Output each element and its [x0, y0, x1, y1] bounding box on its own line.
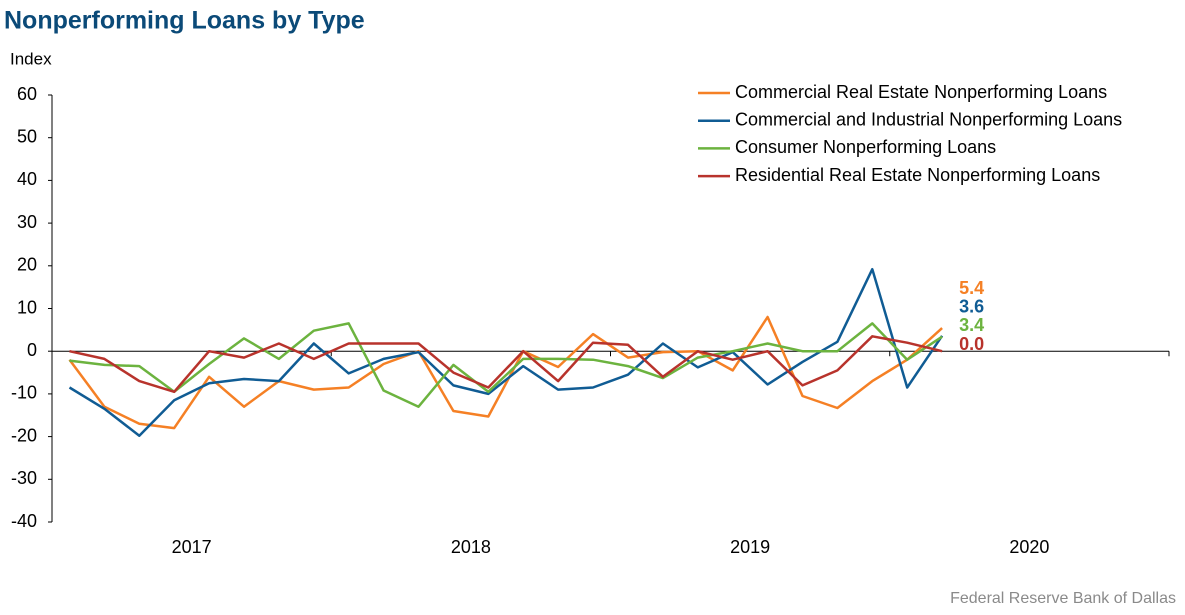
end-value-label: 0.0: [959, 334, 984, 354]
y-tick-label: -40: [11, 511, 37, 531]
series-line: [69, 322, 943, 408]
y-tick-label: 0: [27, 340, 37, 360]
y-tick-label: -20: [11, 425, 37, 445]
y-tick-label: 60: [17, 84, 37, 104]
chart-title: Nonperforming Loans by Type: [4, 7, 365, 35]
y-tick-label: -30: [11, 468, 37, 488]
y-tick-label: 50: [17, 126, 37, 146]
series-line: [69, 335, 943, 394]
source: Federal Reserve Bank of Dallas: [950, 590, 1176, 607]
end-value-label: 5.4: [959, 278, 984, 298]
x-tick-label: 2020: [1009, 537, 1049, 557]
legend-label: Consumer Nonperforming Loans: [735, 137, 996, 157]
x-tick-label: 2019: [730, 537, 770, 557]
legend-label: Commercial and Industrial Nonperforming …: [735, 109, 1122, 129]
y-tick-label: 20: [17, 255, 37, 275]
legend-label: Residential Real Estate Nonperforming Lo…: [735, 165, 1100, 185]
end-value-label: 3.6: [959, 296, 984, 316]
x-tick-label: 2018: [451, 537, 491, 557]
series-line: [68, 315, 943, 430]
end-value-label: 3.4: [959, 315, 984, 335]
series-line: [68, 267, 944, 437]
y-tick-label: 40: [17, 169, 37, 189]
y-tick-label: 10: [17, 297, 37, 317]
legend-label: Commercial Real Estate Nonperforming Loa…: [735, 82, 1107, 102]
y-tick-label: 30: [17, 212, 37, 232]
x-tick-label: 2017: [172, 537, 212, 557]
y-axis-label: Index: [10, 49, 52, 68]
y-tick-label: -10: [11, 383, 37, 403]
